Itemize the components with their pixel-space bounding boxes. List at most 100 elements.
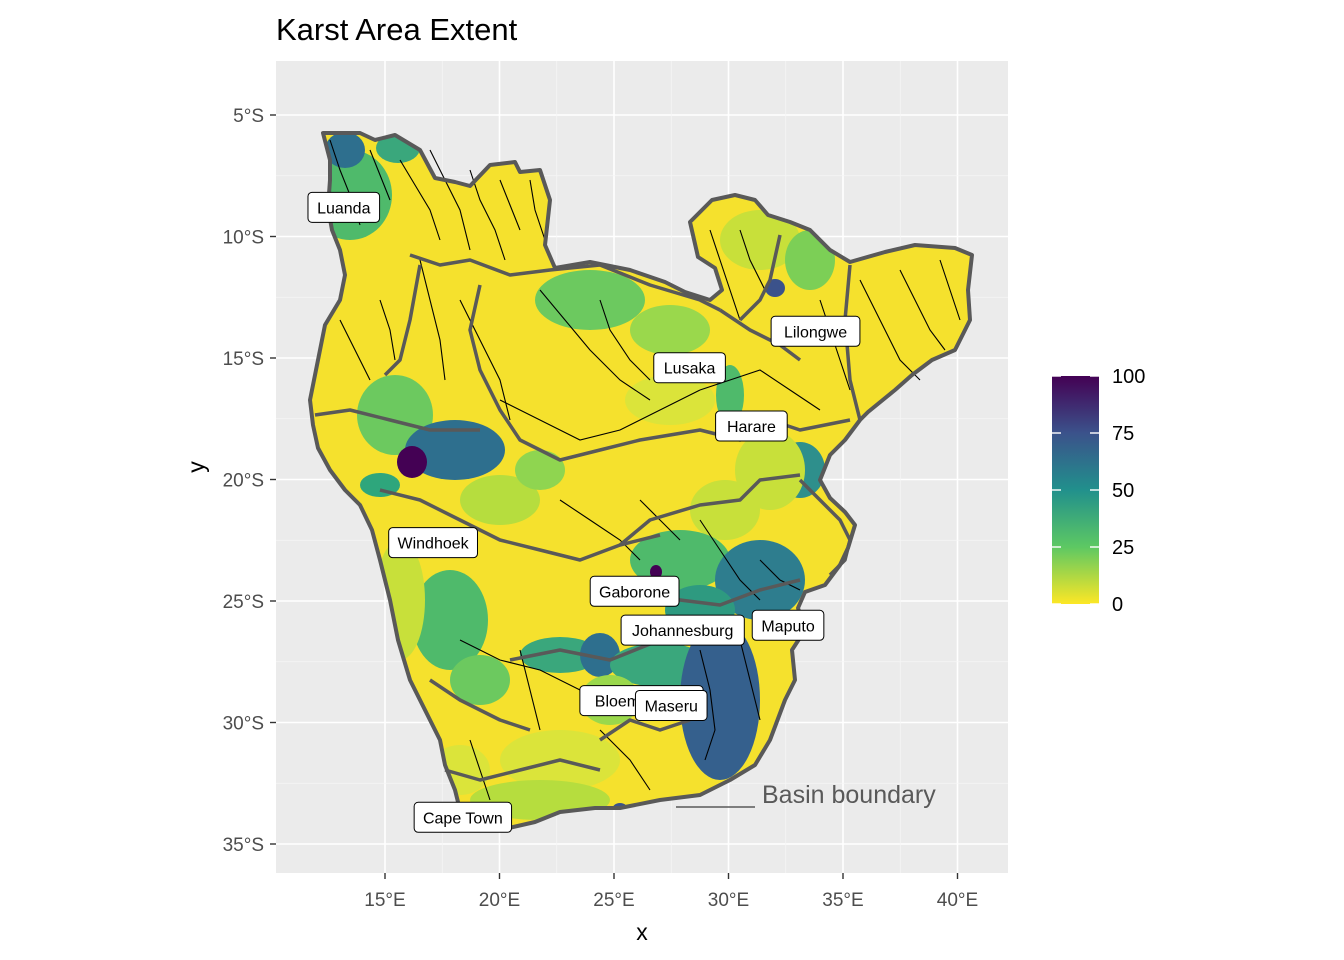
city-label-box xyxy=(388,527,478,559)
river xyxy=(399,159,441,241)
y-tick-label: 15°S xyxy=(223,349,264,370)
city-label: Cape Town xyxy=(413,801,513,833)
city-name: Gaborone xyxy=(599,584,670,601)
karst-patch xyxy=(535,270,645,330)
city-label-box xyxy=(634,689,708,721)
legend-ticks: 100 75 50 25 0 xyxy=(1052,366,1145,616)
x-tick-label: 15°E xyxy=(364,890,405,911)
basin-boundary xyxy=(314,408,480,432)
karst-patch xyxy=(690,480,760,540)
karst-patch xyxy=(405,420,505,480)
karst-patch xyxy=(325,133,365,168)
city-label: Johannesburg xyxy=(620,614,745,646)
y-axis-title: y xyxy=(183,461,209,473)
basin-boundary xyxy=(843,264,862,421)
y-axis: 5°S 10°S 15°S 20°S 25°S 30°S 35°S xyxy=(223,106,276,856)
river xyxy=(339,319,371,381)
city-name: Lusaka xyxy=(664,361,716,378)
basin-boundary xyxy=(738,234,782,322)
city-label-box xyxy=(620,614,745,646)
basin-boundary xyxy=(409,253,721,312)
city-name: Johannesburg xyxy=(632,623,733,640)
river xyxy=(759,559,801,591)
x-tick-label: 30°E xyxy=(708,890,749,911)
river xyxy=(699,519,761,601)
karst-patch xyxy=(450,655,510,705)
city-label: Luanda xyxy=(307,191,381,223)
city-name: Luanda xyxy=(317,200,370,217)
city-name: Lilongwe xyxy=(784,324,847,341)
city-name: Maputo xyxy=(761,618,814,635)
river xyxy=(739,229,766,291)
karst-patch xyxy=(680,620,760,780)
city-label-box xyxy=(307,191,381,223)
city-label-box xyxy=(589,575,680,607)
river xyxy=(599,299,651,381)
city-label-box xyxy=(770,315,861,347)
legend-label: 100 xyxy=(1112,366,1145,388)
city-label: Lusaka xyxy=(653,352,726,384)
x-axis-title: x xyxy=(636,919,648,945)
city-name: Harare xyxy=(727,419,776,436)
city-label-box xyxy=(751,609,825,641)
karst-patch xyxy=(735,430,805,510)
river xyxy=(369,149,391,201)
legend-label: 75 xyxy=(1112,423,1134,445)
y-tick-label: 20°S xyxy=(223,471,264,492)
legend-label: 50 xyxy=(1112,480,1134,502)
basin-boundary xyxy=(444,758,601,782)
city-label-box xyxy=(653,352,726,384)
color-legend: 100 75 50 25 0 xyxy=(1052,366,1145,616)
x-axis: 15°E 20°E 25°E 30°E 35°E 40°E xyxy=(364,873,978,911)
river xyxy=(709,229,741,321)
river xyxy=(499,389,701,441)
river xyxy=(699,649,716,761)
river xyxy=(739,639,761,721)
river xyxy=(519,649,541,731)
city-label: Gaborone xyxy=(589,575,680,607)
basin-boundary-label: Basin boundary xyxy=(762,781,936,809)
city-label-box xyxy=(715,410,788,442)
river xyxy=(859,279,921,381)
legend-label: 0 xyxy=(1112,594,1123,616)
river xyxy=(469,739,491,801)
city-label-box xyxy=(413,801,513,833)
y-tick-label: 35°S xyxy=(223,835,264,856)
x-tick-label: 40°E xyxy=(937,890,978,911)
karst-patch xyxy=(720,210,800,270)
karst-patch xyxy=(625,375,715,425)
river xyxy=(899,269,946,351)
city-name: Windhoek xyxy=(398,536,470,553)
city-label: Maseru xyxy=(634,689,708,721)
karst-patch xyxy=(460,475,540,525)
map-title: Karst Area Extent xyxy=(276,12,518,47)
city-name: Maseru xyxy=(645,698,698,715)
river xyxy=(539,289,651,401)
city-label: Lilongwe xyxy=(770,315,861,347)
city-labels: Luanda Lusaka Lilongwe Harare Windhoek Gaboro… xyxy=(307,191,861,833)
river xyxy=(529,179,546,241)
legend-label: 25 xyxy=(1112,537,1134,559)
karst-patch xyxy=(580,633,620,677)
basin-boundary xyxy=(599,718,691,742)
river xyxy=(939,259,961,321)
basin-boundary xyxy=(429,678,531,732)
river xyxy=(429,149,471,251)
y-tick-label: 10°S xyxy=(223,228,264,249)
river xyxy=(599,729,651,791)
basin-boundary xyxy=(383,264,422,377)
karst-patch xyxy=(515,450,565,490)
river xyxy=(499,179,521,231)
karst-patch xyxy=(650,565,662,579)
city-label: Windhoek xyxy=(388,527,478,559)
river xyxy=(459,299,511,421)
outer-boundary xyxy=(308,131,974,832)
river xyxy=(699,369,821,411)
karst-patch xyxy=(630,305,710,355)
city-label: Harare xyxy=(715,410,788,442)
river xyxy=(469,169,506,261)
river xyxy=(379,299,396,361)
city-label: Maputo xyxy=(751,609,825,641)
x-tick-label: 35°E xyxy=(822,890,863,911)
karst-patch xyxy=(397,446,427,478)
